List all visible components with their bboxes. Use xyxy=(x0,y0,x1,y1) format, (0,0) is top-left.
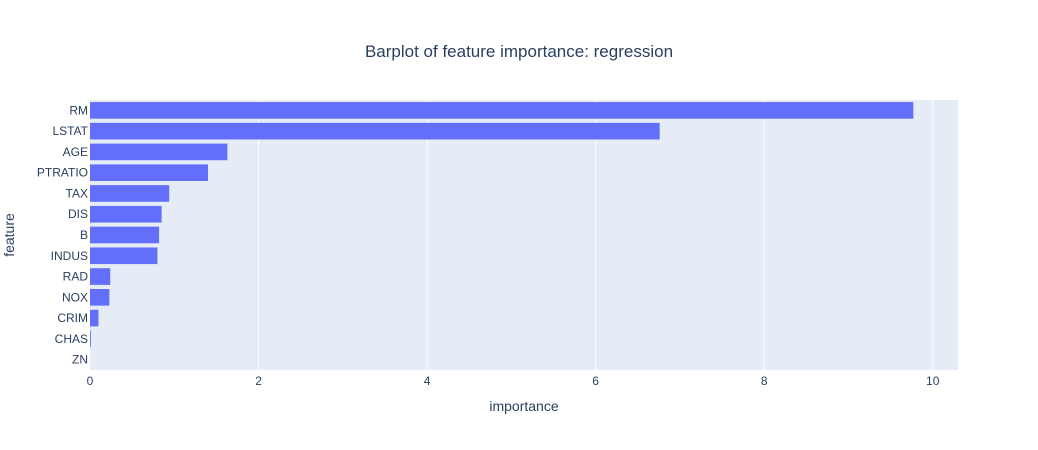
y-tick-label-crim: CRIM xyxy=(57,311,88,325)
bar-crim[interactable] xyxy=(90,309,99,327)
bars xyxy=(90,102,914,348)
y-tick-label-nox: NOX xyxy=(62,290,88,304)
x-axis-title: importance xyxy=(489,398,558,414)
plot-background xyxy=(90,100,958,370)
chart-title: Barplot of feature importance: regressio… xyxy=(365,42,673,61)
y-tick-label-indus: INDUS xyxy=(51,249,88,263)
bar-nox[interactable] xyxy=(90,289,110,306)
bar-age[interactable] xyxy=(90,143,228,161)
bar-rad[interactable] xyxy=(90,268,111,285)
y-tick-labels: RM LSTAT AGE PTRATIO TAX DIS B INDUS RAD NOX CRIM C… xyxy=(37,103,89,366)
bar-chas[interactable] xyxy=(90,330,91,348)
bar-indus[interactable] xyxy=(90,247,158,265)
x-tick-label: 0 xyxy=(87,374,94,388)
y-tick-label-tax: TAX xyxy=(66,186,88,200)
y-tick-label-zn: ZN xyxy=(72,353,88,367)
bar-ptratio[interactable] xyxy=(90,164,208,181)
x-tick-label: 10 xyxy=(926,374,940,388)
y-tick-label-rad: RAD xyxy=(63,270,89,284)
x-tick-label: 6 xyxy=(592,374,599,388)
y-tick-label-chas: CHAS xyxy=(55,332,88,346)
y-tick-label-age: AGE xyxy=(63,145,88,159)
bar-b[interactable] xyxy=(90,226,160,244)
x-tick-labels: 0 2 4 6 8 10 xyxy=(87,374,940,388)
bar-rm[interactable] xyxy=(90,102,914,119)
bar-lstat[interactable] xyxy=(90,122,660,140)
y-tick-label-dis: DIS xyxy=(68,207,88,221)
x-tick-label: 8 xyxy=(761,374,768,388)
y-tick-label-lstat: LSTAT xyxy=(52,124,88,138)
y-axis-title: feature xyxy=(1,213,17,257)
bar-tax[interactable] xyxy=(90,185,170,202)
x-tick-label: 2 xyxy=(255,374,262,388)
y-tick-label-b: B xyxy=(80,228,88,242)
y-tick-label-ptratio: PTRATIO xyxy=(37,166,88,180)
gridlines xyxy=(258,100,934,370)
bar-dis[interactable] xyxy=(90,205,162,223)
y-tick-label-rm: RM xyxy=(69,103,88,117)
x-tick-label: 4 xyxy=(424,374,431,388)
